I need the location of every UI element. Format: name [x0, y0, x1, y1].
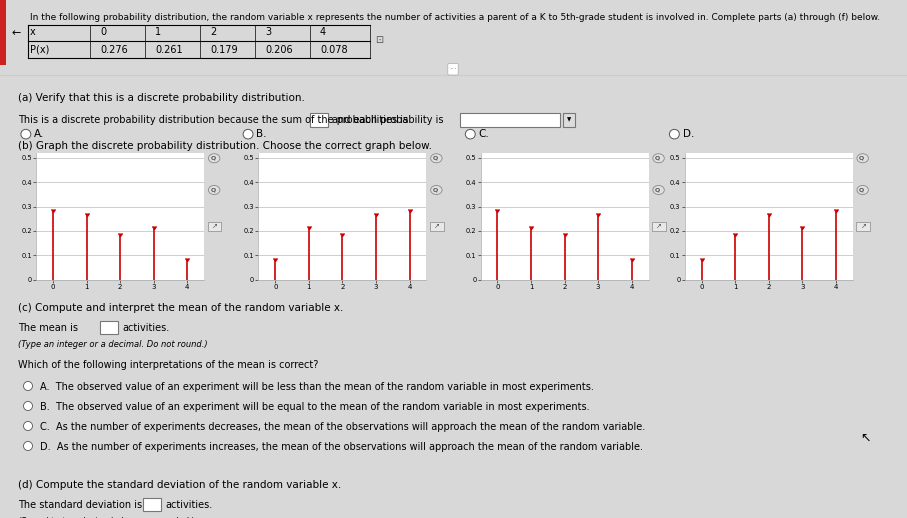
- Text: (d) Compute the standard deviation of the random variable x.: (d) Compute the standard deviation of th…: [18, 480, 341, 490]
- Text: 4: 4: [320, 27, 327, 37]
- Text: Q: Q: [859, 187, 864, 192]
- Circle shape: [24, 381, 33, 391]
- Text: D.  As the number of experiments increases, the mean of the observations will ap: D. As the number of experiments increase…: [40, 442, 643, 452]
- Text: (Round to two decimal places as needed.): (Round to two decimal places as needed.): [18, 517, 194, 518]
- Text: Q: Q: [210, 187, 216, 192]
- Text: D.: D.: [683, 129, 694, 139]
- Text: This is a discrete probability distribution because the sum of the probabilities: This is a discrete probability distribut…: [18, 115, 408, 125]
- Text: ↗: ↗: [434, 223, 440, 229]
- Text: Which of the following interpretations of the mean is correct?: Which of the following interpretations o…: [18, 360, 318, 370]
- Text: ⊡: ⊡: [375, 35, 383, 45]
- Circle shape: [669, 130, 679, 139]
- Text: 1: 1: [155, 27, 161, 37]
- Text: 0: 0: [100, 27, 106, 37]
- Text: The mean is: The mean is: [18, 323, 78, 333]
- Bar: [460, 113, 560, 127]
- Circle shape: [465, 130, 475, 139]
- Text: ↗: ↗: [861, 223, 866, 229]
- Text: Q: Q: [655, 187, 660, 192]
- Bar: [563, 113, 575, 127]
- Circle shape: [209, 154, 219, 163]
- Circle shape: [24, 422, 33, 430]
- Text: ▼: ▼: [567, 117, 571, 122]
- Circle shape: [653, 154, 664, 163]
- Text: activities.: activities.: [122, 323, 170, 333]
- Circle shape: [857, 154, 868, 163]
- Bar: [208, 222, 221, 232]
- Text: (c) Compute and interpret the mean of the random variable x.: (c) Compute and interpret the mean of th…: [18, 303, 344, 313]
- Text: Q: Q: [859, 155, 864, 161]
- Circle shape: [431, 185, 442, 195]
- Text: A.  The observed value of an experiment will be less than the mean of the random: A. The observed value of an experiment w…: [40, 382, 594, 392]
- Text: 0.078: 0.078: [320, 45, 347, 55]
- Bar: [143, 498, 161, 511]
- Text: (a) Verify that this is a discrete probability distribution.: (a) Verify that this is a discrete proba…: [18, 93, 305, 103]
- Circle shape: [24, 441, 33, 451]
- Text: 2: 2: [210, 27, 216, 37]
- Circle shape: [653, 185, 664, 195]
- Text: C.: C.: [479, 129, 489, 139]
- Text: (b) Graph the discrete probability distribution. Choose the correct graph below.: (b) Graph the discrete probability distr…: [18, 141, 432, 151]
- Text: 0.179: 0.179: [210, 45, 238, 55]
- Text: Q: Q: [655, 155, 660, 161]
- Text: Q: Q: [433, 187, 438, 192]
- Circle shape: [243, 130, 253, 139]
- Text: ↗: ↗: [657, 223, 662, 229]
- Text: (Type an integer or a decimal. Do not round.): (Type an integer or a decimal. Do not ro…: [18, 340, 208, 349]
- Bar: [100, 321, 118, 334]
- Text: P(x): P(x): [30, 45, 49, 55]
- Text: B.  The observed value of an experiment will be equal to the mean of the random : B. The observed value of an experiment w…: [40, 402, 590, 412]
- Circle shape: [21, 130, 31, 139]
- Circle shape: [431, 154, 442, 163]
- Text: x: x: [30, 27, 35, 37]
- Text: activities.: activities.: [165, 500, 212, 510]
- Text: and each probability is: and each probability is: [332, 115, 444, 125]
- Text: In the following probability distribution, the random variable x represents the : In the following probability distributio…: [30, 13, 880, 22]
- Text: 3: 3: [265, 27, 271, 37]
- Circle shape: [209, 185, 219, 195]
- Text: Q: Q: [210, 155, 216, 161]
- Text: A.: A.: [34, 129, 44, 139]
- Bar: [310, 113, 328, 127]
- Text: B.: B.: [256, 129, 267, 139]
- Circle shape: [24, 401, 33, 410]
- Bar: [856, 222, 870, 232]
- Text: ←: ←: [11, 28, 20, 38]
- Bar: [430, 222, 444, 232]
- Text: ↖: ↖: [860, 431, 871, 444]
- Bar: [0, 0, 6, 65]
- Text: 0.261: 0.261: [155, 45, 182, 55]
- Text: Q: Q: [433, 155, 438, 161]
- Text: C.  As the number of experiments decreases, the mean of the observations will ap: C. As the number of experiments decrease…: [40, 422, 645, 432]
- Bar: [652, 222, 666, 232]
- Text: ↗: ↗: [212, 223, 218, 229]
- Circle shape: [857, 185, 868, 195]
- Text: The standard deviation is: The standard deviation is: [18, 500, 142, 510]
- Text: 0.206: 0.206: [265, 45, 293, 55]
- Text: ···: ···: [449, 65, 457, 74]
- Text: 0.276: 0.276: [100, 45, 128, 55]
